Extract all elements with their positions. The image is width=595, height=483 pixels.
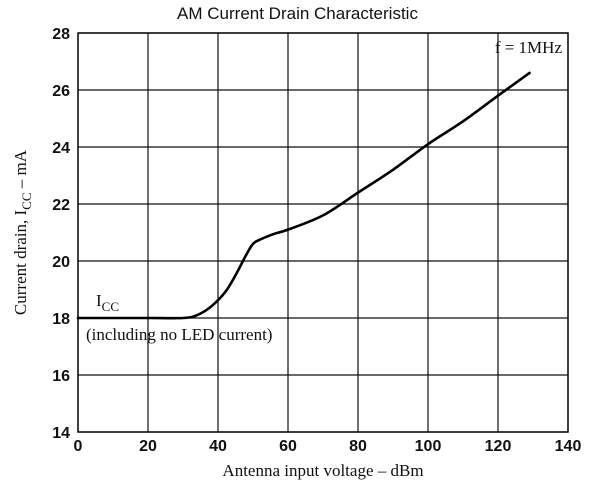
x-tick-label: 120 <box>485 438 512 455</box>
y-tick-label: 22 <box>52 197 70 214</box>
y-tick-label: 28 <box>52 26 70 43</box>
series-label: ICC <box>96 291 119 314</box>
y-tick-label: 24 <box>52 140 70 157</box>
y-tick-label: 14 <box>52 425 70 442</box>
y-tick-label: 18 <box>52 311 70 328</box>
x-tick-label: 0 <box>74 438 83 455</box>
plot-frame <box>77 32 569 433</box>
y-tick-label: 20 <box>52 254 70 271</box>
x-tick-label: 20 <box>139 438 157 455</box>
x-tick-label: 100 <box>415 438 442 455</box>
x-tick-label: 40 <box>209 438 227 455</box>
x-tick-label: 140 <box>555 438 582 455</box>
x-tick-label: 60 <box>279 438 297 455</box>
x-tick-label: 80 <box>349 438 367 455</box>
chart-title: AM Current Drain Characteristic <box>177 4 418 23</box>
x-axis-label: Antenna input voltage – dBm <box>222 461 423 480</box>
frequency-annotation: f = 1MHz <box>495 38 563 57</box>
y-axis-label: Current drain, ICC – mA <box>11 149 34 315</box>
y-tick-label: 16 <box>52 368 70 385</box>
y-tick-label: 26 <box>52 83 70 100</box>
series-note: (including no LED current) <box>86 325 272 344</box>
series-line <box>76 71 531 320</box>
